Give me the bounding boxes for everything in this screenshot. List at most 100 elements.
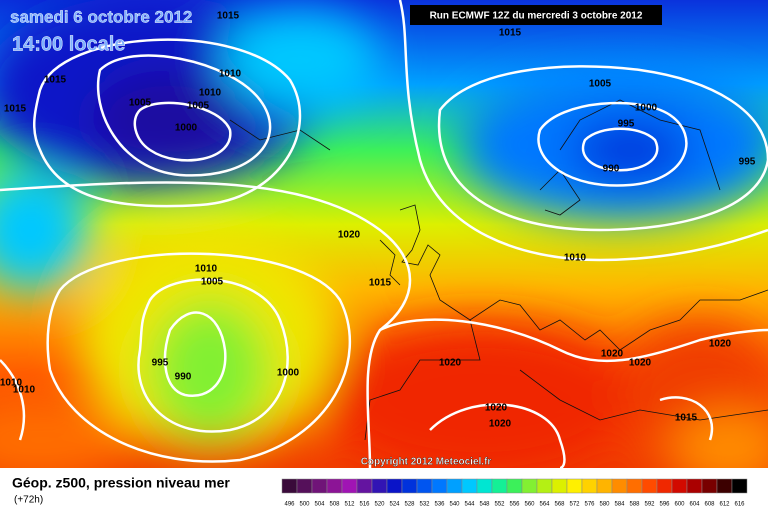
isobar-label: 1000 bbox=[277, 368, 300, 379]
scale-label: 520 bbox=[374, 502, 385, 508]
scale-label: 612 bbox=[719, 502, 730, 508]
scale-label: 524 bbox=[389, 502, 400, 508]
isobar-labels: 1015 1015 1015 1010 1005 1010 1005 1015 1000 1005… bbox=[0, 11, 756, 430]
isobar-label: 1010 bbox=[195, 264, 218, 275]
isobar-label: 1000 bbox=[175, 123, 198, 134]
scale-box bbox=[596, 478, 613, 494]
scale-label: 616 bbox=[734, 502, 745, 508]
scale-label: 540 bbox=[449, 502, 460, 508]
scale-label: 504 bbox=[314, 502, 325, 508]
scale-label: 564 bbox=[539, 502, 550, 508]
run-info: Run ECMWF 12Z du mercredi 3 octobre 2012 bbox=[430, 11, 643, 22]
isobar-label: 995 bbox=[152, 358, 169, 369]
isobar-label: 1020 bbox=[629, 358, 652, 369]
isobar-label: 1020 bbox=[489, 419, 512, 430]
isobar-label: 990 bbox=[603, 164, 620, 175]
scale-label: 544 bbox=[464, 502, 475, 508]
scale-label: 568 bbox=[554, 502, 565, 508]
scale-box bbox=[506, 478, 523, 494]
map-time: 14:00 locale bbox=[12, 33, 125, 55]
scale-box bbox=[551, 478, 568, 494]
scale-label: 592 bbox=[644, 502, 655, 508]
scale-box bbox=[356, 478, 373, 494]
scale-label: 572 bbox=[569, 502, 580, 508]
scale-box bbox=[311, 478, 328, 494]
isobar bbox=[137, 278, 289, 433]
scale-box bbox=[446, 478, 463, 494]
scale-label: 600 bbox=[674, 502, 685, 508]
scale-box bbox=[566, 478, 583, 494]
scale-label: 500 bbox=[299, 502, 310, 508]
scale-box bbox=[386, 478, 403, 494]
isobar-label: 1015 bbox=[675, 413, 698, 424]
isobar-label: 1015 bbox=[369, 278, 392, 289]
scale-box bbox=[581, 478, 598, 494]
scale-label: 496 bbox=[284, 502, 295, 508]
copyright: Copyright 2012 Meteociel.fr bbox=[361, 457, 492, 468]
scale-box bbox=[611, 478, 628, 494]
scale-box bbox=[686, 478, 703, 494]
isobar-label: 1020 bbox=[439, 358, 462, 369]
scale-box bbox=[521, 478, 538, 494]
scale-box bbox=[371, 478, 388, 494]
isobar-label: 990 bbox=[175, 372, 192, 383]
scale-box bbox=[431, 478, 448, 494]
scale-label: 536 bbox=[434, 502, 445, 508]
scale-box bbox=[656, 478, 673, 494]
scale-label: 580 bbox=[599, 502, 610, 508]
scale-box bbox=[536, 478, 553, 494]
isobar-label: 1010 bbox=[564, 253, 587, 264]
coastline bbox=[229, 99, 768, 441]
run-box bbox=[410, 5, 662, 25]
isobar-label: 1005 bbox=[201, 277, 224, 288]
scale-box bbox=[416, 478, 433, 494]
isobar-label: 995 bbox=[739, 157, 756, 168]
color-scale: 496 500 504 508 512 516 520 524 528 532 536 540 544 5… bbox=[281, 478, 748, 508]
scale-label: 608 bbox=[704, 502, 715, 508]
scale-box bbox=[461, 478, 478, 494]
isobar bbox=[133, 101, 232, 162]
scale-label: 596 bbox=[659, 502, 670, 508]
scale-label: 588 bbox=[629, 502, 640, 508]
scale-box bbox=[731, 478, 748, 494]
isobar bbox=[33, 38, 302, 208]
scale-box bbox=[326, 478, 343, 494]
map-field bbox=[0, 0, 768, 468]
isobar bbox=[96, 54, 272, 177]
isobar-label: 1020 bbox=[709, 339, 732, 350]
isobar-label: 1020 bbox=[338, 230, 361, 241]
isobar-label: 1020 bbox=[601, 349, 624, 360]
scale-label: 532 bbox=[419, 502, 430, 508]
scale-label: 556 bbox=[509, 502, 520, 508]
isobar-label: 1015 bbox=[44, 75, 67, 86]
isobar-label: 1015 bbox=[499, 28, 522, 39]
scale-box bbox=[626, 478, 643, 494]
isobar-label: 995 bbox=[618, 119, 635, 130]
scale-label: 516 bbox=[359, 502, 370, 508]
map-date: samedi 6 octobre 2012 bbox=[10, 7, 192, 26]
isobar bbox=[0, 181, 412, 468]
isobar-label: 1010 bbox=[0, 378, 23, 389]
scale-label: 552 bbox=[494, 502, 505, 508]
scale-box bbox=[641, 478, 658, 494]
isobar bbox=[163, 311, 227, 398]
scale-label: 508 bbox=[329, 502, 340, 508]
isobar-label: 1000 bbox=[635, 103, 658, 114]
isobar bbox=[537, 101, 688, 187]
scale-box bbox=[476, 478, 493, 494]
scale-label: 584 bbox=[614, 502, 625, 508]
scale-label: 576 bbox=[584, 502, 595, 508]
scale-box bbox=[701, 478, 718, 494]
scale-box bbox=[716, 478, 733, 494]
isobar bbox=[46, 252, 351, 463]
scale-label: 512 bbox=[344, 502, 355, 508]
isobar-label: 1010 bbox=[219, 69, 242, 80]
scale-label: 548 bbox=[479, 502, 490, 508]
isobar-label: 1015 bbox=[4, 104, 27, 115]
scale-label: 528 bbox=[404, 502, 415, 508]
isobar bbox=[581, 127, 659, 172]
isobar-label: 1005 bbox=[187, 101, 210, 112]
isobar-label: 1005 bbox=[129, 98, 152, 109]
scale-box bbox=[491, 478, 508, 494]
